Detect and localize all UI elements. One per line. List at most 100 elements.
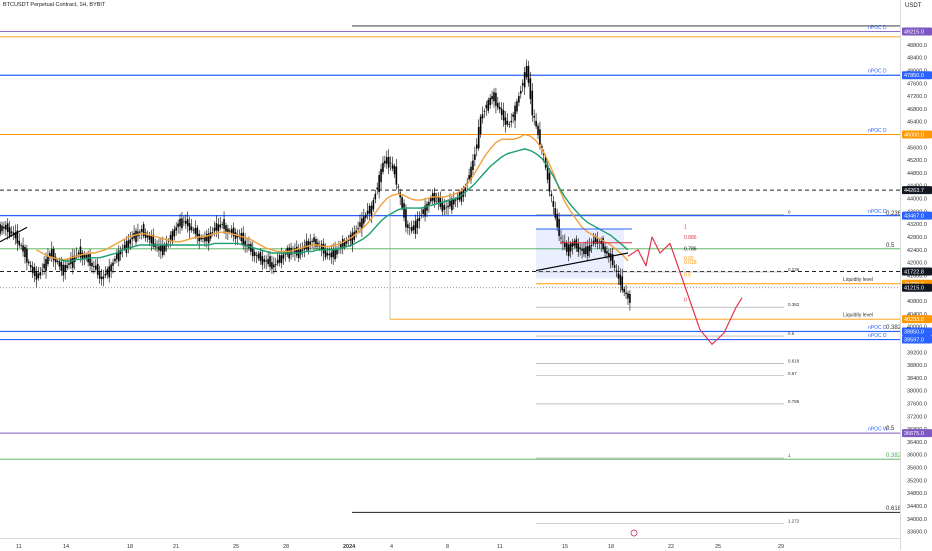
fib-right-label: 0.382 (886, 453, 900, 459)
candle-body (181, 218, 183, 229)
candle-body (5, 224, 7, 230)
candle-body (320, 244, 323, 250)
fib-level-label: 0.236 (788, 267, 800, 272)
candle-body (552, 201, 555, 207)
candle-body (215, 223, 218, 231)
candle-body (487, 99, 490, 111)
price-badge-label: 43467.0 (904, 214, 924, 220)
candle-body (213, 227, 216, 232)
price-badge-label: 41722.8 (904, 269, 924, 275)
price-badge (902, 335, 932, 344)
level-annotation: nPOC D (868, 209, 887, 215)
date-label: 18 (608, 544, 614, 550)
candle-body (98, 272, 101, 279)
candle-body (483, 111, 486, 113)
price-tick-label: 48400.0 (907, 56, 927, 62)
candle-body (533, 115, 535, 118)
chart-area[interactable]: 0 0.236 0.382 0.5 0.618 0.67 0.786 1 1.272 1 0.886… (0, 0, 900, 538)
candle-body (588, 245, 591, 252)
candle-body (117, 250, 120, 262)
candle-body (91, 262, 93, 267)
candle-body (410, 227, 413, 232)
candle-body (460, 191, 463, 202)
candle-body (242, 232, 245, 245)
candle-body (359, 222, 361, 227)
candle-body (385, 157, 388, 164)
price-axis[interactable]: 49200.048800.048400.048000.047600.047200… (900, 0, 932, 550)
date-label: 4 (390, 544, 393, 550)
candle-body (313, 237, 315, 243)
candle-body (284, 253, 287, 255)
retrace-label: 0.786 (684, 247, 697, 253)
candle-body (219, 224, 222, 228)
candle-body (297, 249, 300, 259)
candle-body (131, 237, 133, 240)
fib-right-label: 0.5 (886, 426, 895, 432)
time-axis-scale[interactable]: 11 14 18 21 25 28 2024 4 8 11 15 18 22 25 29 (0, 539, 900, 551)
price-tick-label: 37600.0 (907, 401, 927, 407)
candle-body (456, 197, 459, 200)
candle-body (28, 261, 30, 264)
price-tick-label: 40800.0 (907, 299, 927, 305)
candle-body (357, 228, 359, 229)
fib-level-label: 0.382 (788, 302, 800, 307)
candle-body (389, 162, 392, 164)
price-tick-label: 39200.0 (907, 350, 927, 356)
price-badge-label: 36675.0 (904, 431, 924, 437)
candle-body (227, 228, 229, 233)
candle-body (263, 259, 266, 262)
candle-body (116, 252, 118, 260)
price-tick-label: 46800.0 (907, 107, 927, 113)
candle-body (50, 249, 53, 258)
date-label: 25 (715, 544, 721, 550)
candle-body (144, 232, 147, 238)
projection-path (627, 236, 743, 345)
candle-body (66, 265, 68, 269)
price-badge (902, 211, 932, 220)
candle-body (380, 168, 382, 183)
candle-body (211, 232, 214, 234)
candle-body (299, 249, 302, 255)
candle-body (119, 250, 122, 255)
price-axis-scale[interactable]: 49200.048800.048400.048000.047600.047200… (901, 0, 932, 550)
candle-body (374, 193, 377, 200)
price-tick-label: 42400.0 (907, 248, 927, 254)
candle-body (382, 162, 384, 173)
time-axis[interactable]: 11 14 18 21 25 28 2024 4 8 11 15 18 22 25 29 (0, 538, 900, 551)
candle-body (257, 253, 260, 259)
date-label: 2024 (343, 544, 356, 550)
currency-label[interactable]: USDT (905, 3, 922, 9)
price-badge-label: 41215.0 (904, 286, 924, 292)
candle-body (428, 201, 430, 205)
candle-body (495, 92, 497, 106)
candle-body (85, 254, 88, 259)
date-label: 25 (233, 544, 239, 550)
price-badge (902, 27, 932, 36)
trend-line (0, 226, 28, 243)
candle-body (148, 235, 151, 240)
candle-body (472, 160, 474, 170)
price-tick-label: 41600.0 (907, 273, 927, 279)
candle-body (623, 288, 625, 293)
candle-body (204, 236, 206, 242)
candle-body (449, 200, 451, 207)
candle-body (556, 213, 558, 228)
candle-body (206, 233, 208, 242)
price-tick-label: 46400.0 (907, 120, 927, 126)
candle-body (611, 254, 614, 266)
candle-body (207, 233, 210, 244)
candle-body (512, 114, 514, 117)
candle-body (332, 249, 334, 258)
candle-body (315, 239, 317, 247)
candle-body (173, 229, 176, 237)
candle-body (152, 234, 155, 247)
price-tick-label: 45600.0 (907, 145, 927, 151)
candle-body (301, 249, 304, 251)
price-chart[interactable]: 0 0.236 0.382 0.5 0.618 0.67 0.786 1 1.272 1 0.886… (0, 0, 900, 538)
candle-body (521, 83, 524, 86)
candle-body (481, 114, 484, 119)
event-marker-icon[interactable] (630, 529, 638, 537)
candle-body (629, 293, 631, 303)
fib-right-label: 0.236 (886, 211, 900, 217)
candle-body (606, 251, 608, 254)
